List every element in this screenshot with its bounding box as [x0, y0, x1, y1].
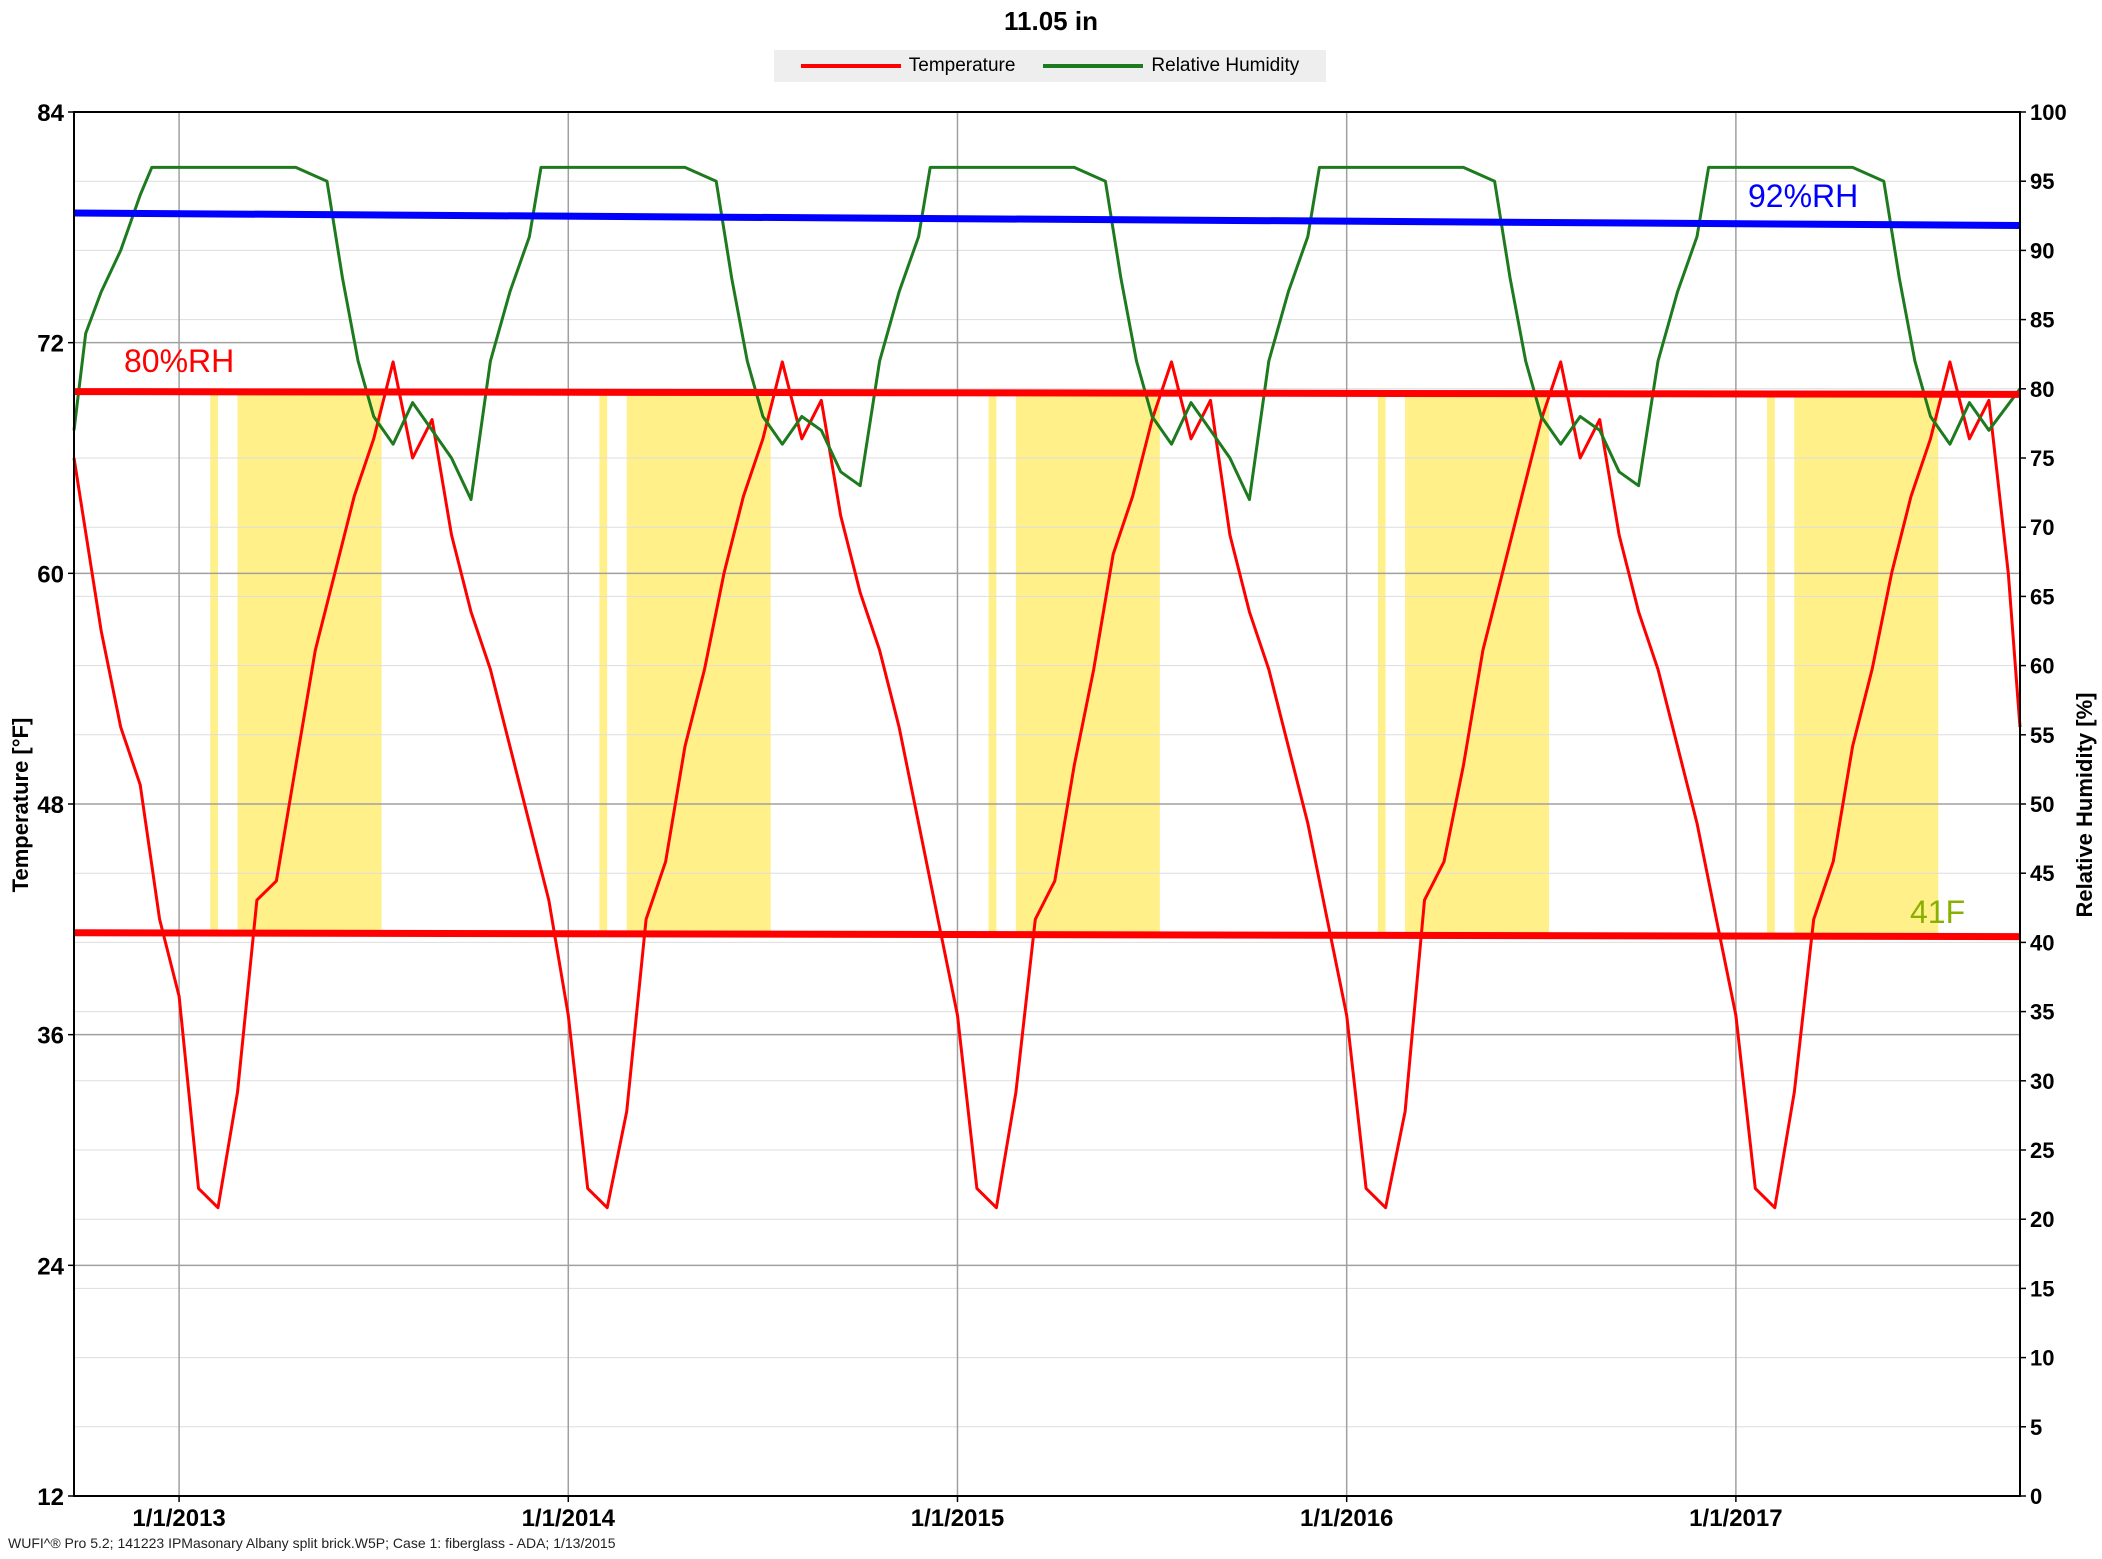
ref-label-41f: 41F [1910, 894, 1965, 930]
right-tick-label-14: 70 [2030, 515, 2054, 540]
right-tick-label-3: 15 [2030, 1276, 2054, 1301]
right-tick-label-8: 40 [2030, 930, 2054, 955]
right-tick-label-0: 0 [2030, 1484, 2042, 1509]
right-tick-label-9: 45 [2030, 861, 2054, 886]
legend-item-temperature: Temperature [800, 55, 1016, 77]
right-tick-label-20: 100 [2030, 100, 2067, 125]
right-tick-label-6: 30 [2030, 1069, 2054, 1094]
right-tick-label-11: 55 [2030, 723, 2054, 748]
left-tick-label-3: 48 [37, 792, 64, 819]
right-tick-label-16: 80 [2030, 377, 2054, 402]
ref-label-92rh: 92%RH [1748, 178, 1858, 214]
highlight-band-0 [210, 391, 219, 933]
right-tick-label-19: 95 [2030, 169, 2054, 194]
legend-label-humidity: Relative Humidity [1151, 55, 1300, 76]
legend-label-temperature: Temperature [908, 55, 1016, 76]
x-tick-label-1: 1/1/2014 [522, 1505, 616, 1532]
ref-label-80rh: 80%RH [124, 343, 234, 379]
left-tick-label-5: 72 [37, 331, 64, 358]
left-tick-label-0: 12 [37, 1484, 64, 1511]
humidity-series-line [72, 165, 2022, 501]
right-tick-label-1: 5 [2030, 1415, 2042, 1440]
highlight-band-4 [988, 391, 997, 933]
right-tick-label-7: 35 [2030, 1000, 2054, 1025]
ref-line-92rh [73, 209, 2021, 229]
legend-item-humidity: Relative Humidity [1043, 55, 1299, 77]
ref-line-80rh [73, 388, 2021, 398]
highlight-band-3 [626, 391, 771, 933]
left-tick-label-1: 24 [37, 1253, 64, 1280]
humidity-swatch [1043, 64, 1144, 68]
right-tick-label-13: 65 [2030, 584, 2054, 609]
x-tick-label-4: 1/1/2017 [1689, 1505, 1782, 1532]
right-tick-label-17: 85 [2030, 308, 2054, 333]
left-tick-label-2: 36 [37, 1023, 64, 1050]
x-tick-label-0: 1/1/2013 [132, 1505, 225, 1532]
y-left-axis-label: Temperature [°F] [8, 718, 33, 893]
right-tick-label-18: 90 [2030, 238, 2054, 263]
right-tick-label-15: 75 [2030, 446, 2054, 471]
right-tick-label-4: 20 [2030, 1207, 2054, 1232]
right-tick-label-12: 60 [2030, 654, 2054, 679]
left-tick-label-6: 84 [37, 100, 64, 127]
right-tick-label-5: 25 [2030, 1138, 2054, 1163]
highlight-band-9 [1794, 391, 1939, 933]
y-right-axis-label: Relative Humidity [%] [2072, 693, 2097, 918]
legend: Temperature Relative Humidity [774, 50, 1326, 82]
x-tick-label-3: 1/1/2016 [1300, 1505, 1393, 1532]
temperature-series-line [72, 360, 2022, 1210]
highlight-band-8 [1767, 391, 1775, 933]
highlight-band-2 [599, 391, 608, 933]
right-tick-label-10: 50 [2030, 792, 2054, 817]
x-tick-label-2: 1/1/2015 [911, 1505, 1004, 1532]
left-tick-label-4: 60 [37, 561, 64, 588]
chart-title: 11.05 in [1004, 6, 1098, 36]
temperature-swatch [800, 64, 901, 68]
footer-note: WUFI^® Pro 5.2; 141223 IPMasonary Albany… [8, 1535, 616, 1551]
highlight-band-1 [237, 391, 382, 933]
right-tick-label-2: 10 [2030, 1346, 2054, 1371]
highlight-band-6 [1377, 391, 1386, 933]
ref-line-41f [73, 929, 2021, 941]
